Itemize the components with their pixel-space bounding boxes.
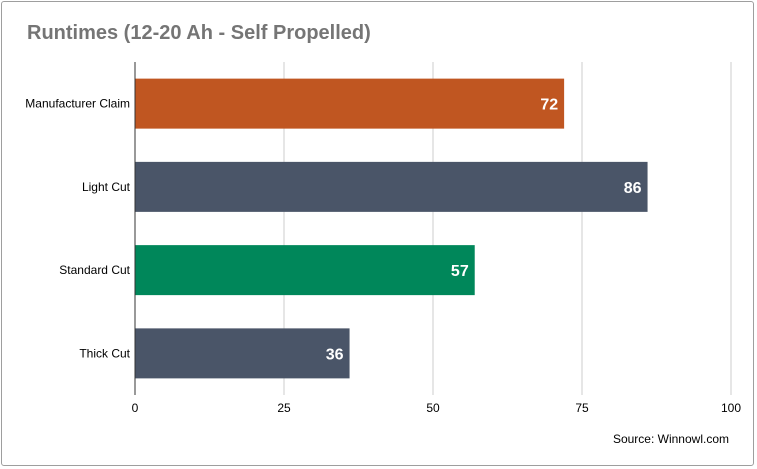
x-tick-label-4: 100 [721,401,741,415]
category-label-1: Light Cut [82,180,131,194]
x-tick-label-0: 0 [132,401,139,415]
bar-1 [135,161,648,212]
data-label-1: 86 [624,180,642,197]
chart-title: Runtimes (12-20 Ah - Self Propelled) [27,22,371,44]
category-label-0: Manufacturer Claim [25,97,130,111]
category-label-3: Thick Cut [79,346,130,360]
chart-source: Source: Winnowl.com [612,432,729,446]
x-tick-label-2: 50 [426,401,440,415]
data-label-3: 36 [326,346,344,363]
data-label-0: 72 [540,97,558,114]
bar-0 [135,78,565,129]
bar-3 [135,328,350,379]
x-tick-label-3: 75 [575,401,589,415]
x-tick-label-1: 25 [277,401,291,415]
category-label-2: Standard Cut [59,263,130,277]
data-label-2: 57 [451,263,469,280]
bar-2 [135,245,475,296]
